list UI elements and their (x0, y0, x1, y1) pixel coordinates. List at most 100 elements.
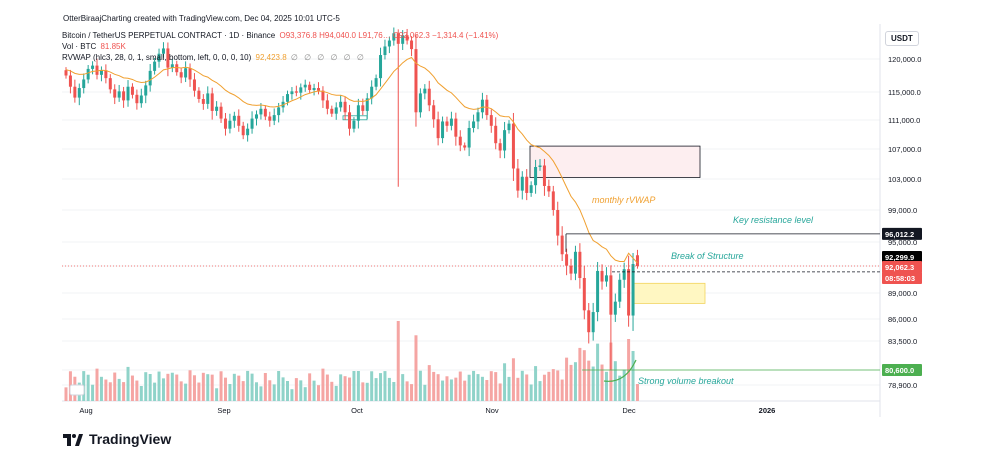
resistance-annotation: Key resistance level (733, 215, 814, 225)
candle-body (210, 93, 214, 111)
volume-bar (503, 363, 507, 401)
volume-bar (441, 380, 445, 401)
candle-body (503, 130, 507, 151)
candle-body (321, 90, 325, 101)
volume-bar (410, 384, 414, 401)
x-tick-label: Oct (351, 406, 364, 415)
volume-bar (361, 382, 365, 401)
volume-bar (122, 382, 126, 401)
y-tick-label: 86,000.0 (888, 315, 917, 324)
candle-body (604, 275, 608, 282)
candle-body (308, 84, 312, 91)
candle-body (587, 310, 591, 333)
volume-label[interactable]: Vol · BTC (62, 42, 97, 51)
volume-bar (95, 368, 99, 401)
candle-body (148, 70, 152, 86)
tv-watermark-icon (69, 384, 85, 396)
candle-body (436, 119, 440, 139)
x-tick-label: Aug (79, 406, 92, 415)
candle-body (68, 75, 72, 87)
volume-bar (135, 380, 139, 401)
candle-body (560, 235, 564, 255)
symbol-title[interactable]: Bitcoin / TetherUS PERPETUAL CONTRACT · … (62, 31, 276, 40)
candle-body (622, 269, 626, 280)
candle-body (246, 128, 250, 136)
candle-body (259, 108, 263, 115)
candle-body (312, 88, 316, 91)
candle-body (405, 35, 409, 41)
volume-bar (356, 371, 360, 401)
candle-body (489, 115, 493, 126)
bos-annotation: Break of Structure (671, 251, 744, 261)
volume-bar (237, 375, 241, 401)
x-tick-label: Sep (217, 406, 230, 415)
y-tick-label: 83,500.0 (888, 337, 917, 346)
candle-body (192, 79, 196, 91)
volume-bar (635, 384, 639, 401)
candle-body (414, 49, 418, 113)
candle-body (458, 136, 462, 146)
volume-bar (148, 374, 152, 401)
volume-bar (170, 372, 174, 401)
candle-body (387, 40, 391, 47)
candle-body (635, 255, 639, 266)
volume-bar (569, 364, 573, 401)
rvwap-label[interactable]: RVWAP (hlc3, 28, 0, 1, small, bottom, le… (62, 53, 252, 62)
candle-body (77, 88, 81, 98)
volume-bar (223, 377, 227, 401)
volume-bar (117, 378, 121, 401)
volume-bar (529, 384, 533, 401)
candle-body (343, 101, 347, 113)
y-tick-label: 99,000.0 (888, 206, 917, 215)
volume-bar (228, 384, 232, 401)
volume-bar (480, 376, 484, 401)
candle-body (113, 89, 117, 98)
volume-bar (383, 371, 387, 401)
vwap-line (65, 56, 638, 264)
volume-bar (294, 378, 298, 401)
volume-bar (560, 379, 564, 401)
volume-bar (130, 375, 134, 401)
volume-bar (454, 377, 458, 401)
y-tick-label: 115,000.0 (888, 88, 921, 97)
volume-bar (277, 371, 281, 401)
candle-body (91, 65, 95, 69)
currency-button[interactable]: USDT (885, 31, 919, 46)
volume-bar (565, 357, 569, 401)
volume-bar (108, 382, 112, 401)
volume-legend: Vol · BTC 81.85K (62, 42, 128, 52)
volume-bar (604, 371, 608, 401)
candle-body (303, 84, 307, 88)
candle-body (423, 88, 427, 94)
volume-bar (188, 370, 192, 401)
candle-body (64, 70, 68, 76)
candle-body (130, 86, 134, 95)
candle-body (108, 78, 112, 90)
candle-body (135, 94, 139, 104)
volume-bar (201, 372, 205, 401)
candle-body (507, 123, 511, 131)
volume-bar (387, 377, 391, 401)
candle-body (263, 108, 267, 117)
candle-body (445, 121, 449, 126)
candle-body (237, 115, 241, 126)
y-tick-label: 95,000.0 (888, 238, 917, 247)
volume-bar (263, 373, 267, 401)
resistance-tag-bg (882, 227, 922, 240)
volume-bar (215, 388, 219, 401)
candle-body (410, 40, 414, 50)
candle-body (534, 167, 538, 186)
volume-bar (339, 374, 343, 401)
candle-body (441, 121, 445, 139)
candle-body (525, 176, 529, 193)
volume-bar (396, 321, 400, 401)
candle-body (401, 35, 405, 44)
candle-body (356, 105, 360, 121)
candle-body (529, 185, 533, 193)
volume-bar (374, 378, 378, 401)
volume-bar (418, 370, 422, 401)
volume-bar (591, 366, 595, 401)
candle-body (294, 91, 298, 93)
volume-bar (449, 379, 453, 401)
